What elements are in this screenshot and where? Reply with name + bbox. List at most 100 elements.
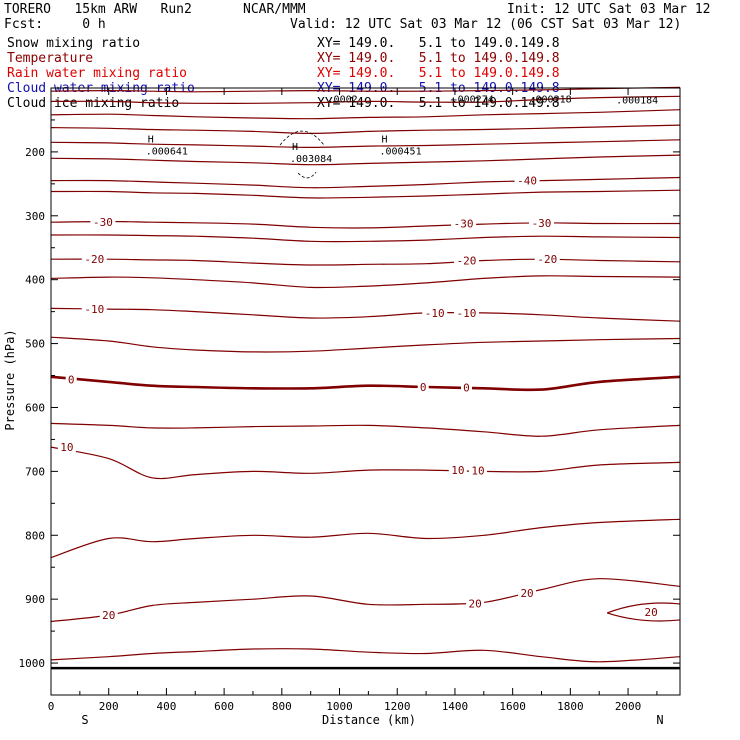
contour-line: [50, 124, 681, 135]
contour-label-bg: [469, 464, 488, 477]
contour-line: [50, 446, 681, 480]
contour-label: -20: [457, 255, 477, 268]
x-tick-label: 1600: [499, 700, 526, 713]
contour-label-bg: [81, 303, 107, 316]
contour-label-bg: [529, 216, 555, 229]
extremum-value: .000451: [379, 146, 421, 157]
contour-label: 10: [60, 441, 73, 454]
valid-time: Valid: 12 UTC Sat 03 Mar 12 (06 CST Sat …: [290, 17, 682, 32]
extremum-high-mark: H: [381, 134, 387, 145]
contour-line: [50, 176, 681, 189]
contour-label: 10: [451, 464, 464, 477]
contour-label-bg: [422, 306, 448, 319]
x-tick-label: 1000: [326, 700, 353, 713]
warm-cell-contour: [606, 602, 681, 622]
contour-label-bg: [453, 254, 479, 267]
x-tick-label: 1800: [557, 700, 584, 713]
contour-label-bg: [466, 597, 485, 610]
contour-line: [50, 578, 681, 623]
contour-label-bg: [448, 464, 467, 477]
contour-label: 0: [463, 382, 470, 395]
contour-label: 0: [420, 381, 427, 394]
contour-label-bg: [514, 174, 540, 187]
contour-line: [50, 648, 681, 663]
contour-line: [50, 189, 681, 199]
contour-label-bg: [534, 253, 560, 266]
snow-maximum-contour: [279, 130, 325, 179]
contour-labels: -40 -30 -30 -30 -20 -20 -20 -10 -10 -10 0 0 0 10 10 10 2…: [57, 174, 661, 622]
extremum-value: .000641: [146, 146, 188, 157]
plot-frame: [50, 87, 681, 696]
contour-line: [50, 307, 681, 322]
contour-line: [50, 258, 681, 266]
temperature-contours: [50, 86, 681, 670]
contour-label-bg: [451, 217, 477, 230]
center-label: NCAR/MMM: [243, 2, 306, 17]
x-tick-label: 600: [214, 700, 234, 713]
field-name-snow: Snow mixing ratio: [7, 36, 141, 51]
contour-line: [50, 139, 681, 149]
contour-label: 20: [645, 606, 658, 619]
contour-label-bg: [90, 216, 116, 229]
contour-label: -30: [93, 216, 113, 229]
contour-line: [50, 95, 681, 104]
x-axis: 0 200 400 600 800 1000 1200 1400 1600 1800 2000: [48, 88, 658, 713]
x-end-label-south: S: [81, 713, 88, 727]
contour-label: 20: [520, 587, 533, 600]
contour-label-bg: [417, 381, 429, 394]
extremum-value: .0002: [328, 95, 358, 106]
y-tick-label: 400: [25, 274, 45, 287]
contour-label-bg: [57, 441, 76, 454]
contour-label-bg: [453, 306, 479, 319]
contour-label: -10: [457, 307, 477, 320]
forecast-hour: Fcst: 0 h: [4, 17, 106, 32]
contour-label: 0: [68, 373, 75, 386]
contour-label: -30: [532, 217, 552, 230]
x-tick-label: 1200: [384, 700, 411, 713]
contour-label: -30: [454, 217, 474, 230]
x-tick-label: 200: [99, 700, 119, 713]
y-tick-label: 900: [25, 593, 45, 606]
y-tick-label: 500: [25, 338, 45, 351]
contour-label-bg: [81, 253, 107, 266]
x-end-label-north: N: [656, 713, 663, 727]
x-tick-label: 0: [48, 700, 55, 713]
x-axis-label: Distance (km): [322, 713, 416, 727]
contour-label: 10: [471, 465, 484, 478]
contour-line: [50, 275, 681, 289]
contour-label: 20: [469, 598, 482, 611]
contour-line: [50, 336, 681, 353]
contour-label: -20: [84, 253, 104, 266]
contour-label: -10: [425, 307, 445, 320]
extremum-high-mark: H: [292, 142, 298, 153]
field-xy-cloud-ice: XY= 149.0. 5.1 to 149.0.149.8: [317, 96, 560, 111]
x-tick-label: 400: [156, 700, 176, 713]
contour-line: [50, 375, 681, 392]
contour-label-bg: [65, 373, 77, 386]
contour-line: [50, 220, 681, 229]
contour-label-bg: [460, 381, 472, 394]
y-tick-label: 800: [25, 529, 45, 542]
y-tick-label: 1000: [19, 657, 46, 670]
contour-label: -20: [537, 253, 557, 266]
x-tick-label: 1400: [442, 700, 469, 713]
x-tick-label: 2000: [615, 700, 642, 713]
y-tick-label: 700: [25, 465, 45, 478]
field-xy-rain: XY= 149.0. 5.1 to 149.0.149.8: [317, 66, 560, 81]
extremum-high-mark: H: [148, 134, 154, 145]
contour-label: -10: [84, 303, 104, 316]
y-tick-label: 600: [25, 401, 45, 414]
contour-label-bg: [99, 609, 118, 622]
extremum-value: .000274: [452, 95, 494, 106]
contour-line: [50, 518, 681, 559]
contour-line: [50, 422, 681, 437]
contour-label-bg: [642, 605, 661, 618]
contour-line: [50, 154, 681, 166]
field-name-temperature: Temperature: [7, 51, 94, 66]
field-name-rain: Rain water mixing ratio: [7, 66, 188, 81]
contour-line: [50, 234, 681, 243]
contour-line: [50, 86, 681, 93]
contour-label: 20: [102, 609, 115, 622]
extremum-value: .000218: [530, 95, 572, 106]
